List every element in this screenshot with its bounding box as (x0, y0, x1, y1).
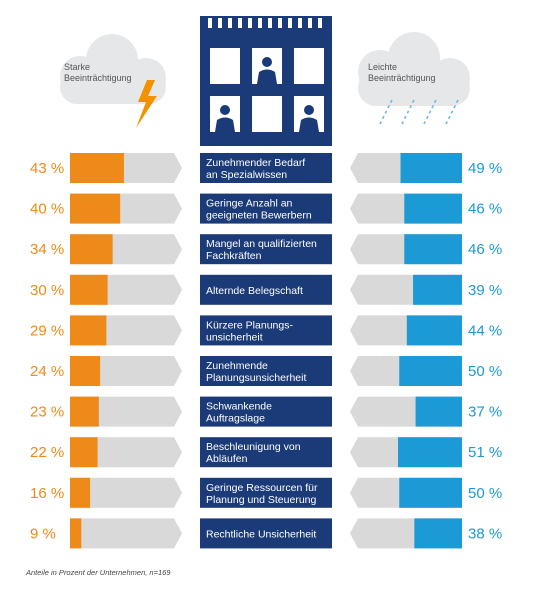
category-label-line: Geringe Anzahl an (206, 198, 293, 210)
category-label-line: Auftragslage (206, 413, 265, 425)
value-label-left: 9 % (30, 525, 56, 542)
category-label-line: an Spezialwissen (206, 169, 287, 181)
category-label-line: Beschleunigung von (206, 441, 301, 453)
category-box (200, 193, 332, 224)
category-label-line: Geringe Ressourcen für (206, 482, 318, 494)
category-label: Schwankende Auftragslage (206, 401, 272, 425)
category-box (200, 274, 332, 305)
category-label-line: Schwankende (206, 401, 272, 413)
bar-starke (70, 477, 91, 508)
category-label: Geringe Anzahl an geeigneten Bewerbern (206, 198, 312, 222)
value-label-left: 23 % (30, 404, 64, 421)
bar-starke (70, 356, 101, 386)
category-label: Rechtliche Unsicherheit (206, 528, 316, 540)
value-label-left: 16 % (30, 485, 64, 502)
category-box (200, 315, 332, 346)
storm-cloud-lightning-icon (60, 34, 166, 128)
category-label: Kürzere Planungs-unsicherheit (206, 319, 293, 343)
footnote: Anteile in Prozent der Unternehmen, n=16… (26, 568, 171, 577)
category-label: Geringe Ressourcen für Planung und Steuer… (206, 482, 318, 506)
value-label-left: 24 % (30, 363, 64, 380)
bar-starke (70, 153, 124, 183)
value-label-right: 46 % (468, 241, 502, 258)
legend-left-line2: Beeinträchtigung (64, 73, 132, 83)
bar-leichte (400, 153, 462, 183)
value-label-right: 50 % (468, 485, 502, 502)
category-box (200, 234, 332, 265)
bar-starke (70, 396, 99, 427)
bar-leichte (414, 518, 462, 549)
legend-left-line1: Starke (64, 62, 90, 72)
bar-leichte (399, 356, 462, 386)
value-label-left: 34 % (30, 241, 64, 258)
bar-leichte (398, 437, 462, 468)
bar-leichte (404, 234, 462, 265)
value-label-left: 30 % (30, 282, 64, 299)
value-label-left: 43 % (30, 160, 64, 177)
bar-starke (70, 193, 121, 224)
value-label-right: 50 % (468, 363, 502, 380)
category-label: Zunehmende Planungsunsicherheit (206, 360, 306, 384)
category-label-line: Kürzere Planungs- (206, 319, 293, 331)
bar-leichte (404, 193, 462, 224)
bar-starke (70, 274, 108, 305)
bar-starke (70, 234, 113, 265)
value-label-left: 29 % (30, 322, 64, 339)
bar-leichte (406, 315, 462, 346)
category-box (200, 356, 332, 386)
bar-starke (70, 315, 107, 346)
category-label: Mangel an qualifizierten Fachkräften (206, 238, 317, 262)
bar-leichte (399, 477, 462, 508)
office-building-icon (200, 16, 332, 146)
category-label-line: Planungsunsicherheit (206, 372, 306, 384)
value-label-right: 39 % (468, 282, 502, 299)
category-label: Zunehmender Bedarf an Spezialwissen (206, 157, 305, 181)
value-label-right: 37 % (468, 404, 502, 421)
category-box (200, 437, 332, 468)
track-left (70, 437, 182, 468)
category-label: Beschleunigung von Abläufen (206, 441, 301, 465)
value-label-left: 40 % (30, 201, 64, 218)
value-label-right: 46 % (468, 201, 502, 218)
category-label-line: Abläufen (206, 453, 248, 465)
category-label-line: Zunehmende (206, 360, 268, 372)
category-box (200, 153, 332, 183)
category-label-line: Fachkräften (206, 250, 262, 262)
value-label-right: 44 % (468, 322, 502, 339)
value-label-right: 38 % (468, 525, 502, 542)
legend-right-line1: Leichte (368, 62, 397, 72)
category-label: Alternde Belegschaft (206, 285, 303, 297)
track-left (70, 518, 182, 549)
track-left (70, 477, 182, 508)
category-label-line: unsicherheit (206, 331, 263, 343)
category-label-line: Zunehmender Bedarf (206, 157, 305, 169)
category-label-line: Mangel an qualifizierten (206, 238, 317, 250)
bar-rows: Zunehmender Bedarf an Spezialwissen 43 % 49… (30, 153, 502, 549)
category-label-line: Planung und Steuerung (206, 494, 317, 506)
legend-right-line2: Beeinträchtigung (368, 73, 436, 83)
value-label-right: 51 % (468, 444, 502, 461)
bar-leichte (413, 274, 462, 305)
bar-starke (70, 518, 82, 549)
value-label-right: 49 % (468, 160, 502, 177)
category-label-line: geeigneten Bewerbern (206, 210, 312, 222)
category-box (200, 396, 332, 427)
category-box (200, 477, 332, 508)
bar-leichte (415, 396, 462, 427)
category-box (200, 518, 332, 549)
value-label-left: 22 % (30, 444, 64, 461)
bar-starke (70, 437, 98, 468)
rain-cloud-icon (358, 32, 470, 125)
